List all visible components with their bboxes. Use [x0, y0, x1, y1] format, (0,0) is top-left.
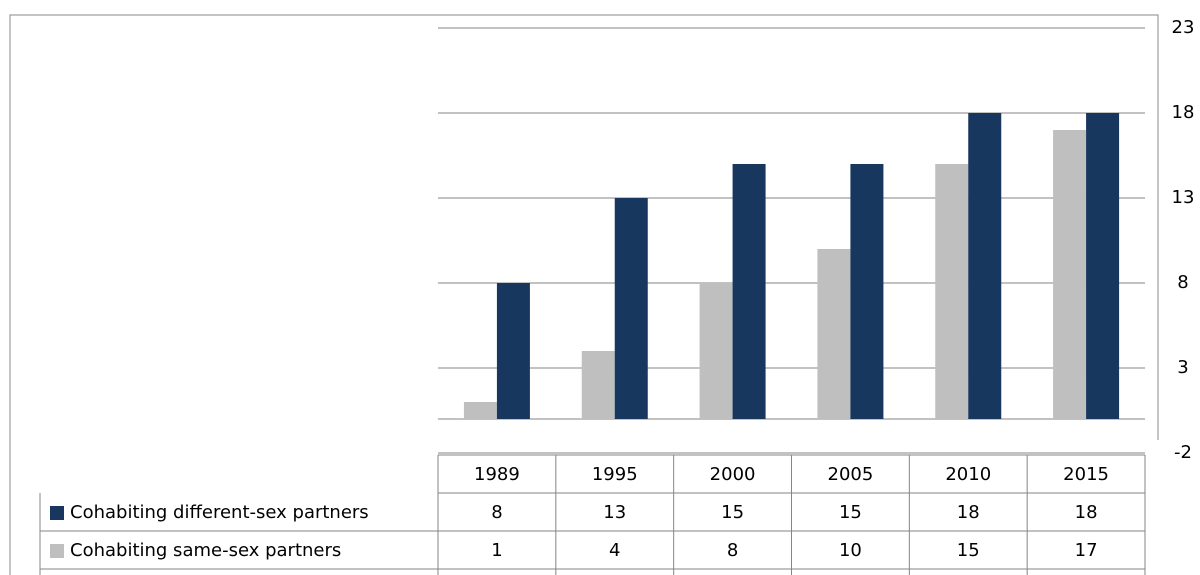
data-label: 8: [727, 540, 738, 561]
bar: [732, 164, 766, 419]
bar: [817, 249, 851, 419]
data-label: 15: [957, 540, 980, 561]
data-label: 18: [957, 502, 980, 523]
y-tick-label: 23: [1172, 17, 1195, 38]
data-label: 4: [609, 540, 620, 561]
y-tick-label: 18: [1172, 102, 1195, 123]
legend-label: Cohabiting different-sex partners: [70, 502, 369, 523]
chart-frame: [9, 14, 1159, 575]
x-tick-label: 1989: [474, 464, 520, 485]
data-label: 15: [721, 502, 744, 523]
data-label: 1: [491, 540, 502, 561]
bar: [968, 113, 1002, 419]
x-tick-label: 2000: [710, 464, 756, 485]
legend-label: Cohabiting same-sex partners: [70, 540, 341, 561]
legend-swatch: [50, 506, 64, 520]
y-tick-label: -2: [1174, 442, 1192, 463]
x-tick-label: 2005: [828, 464, 874, 485]
data-label: 8: [491, 502, 502, 523]
y-tick-label: 8: [1177, 272, 1188, 293]
legend-swatch: [50, 544, 64, 558]
bar: [496, 283, 530, 419]
bar: [614, 198, 648, 419]
bar: [463, 402, 497, 419]
data-label: 13: [603, 502, 626, 523]
data-label: 10: [839, 540, 862, 561]
bar: [1053, 130, 1087, 419]
bar: [935, 164, 969, 419]
y-tick-label: 13: [1172, 187, 1195, 208]
y-tick-label: 3: [1177, 357, 1188, 378]
x-tick-label: 1995: [592, 464, 638, 485]
x-tick-label: 2015: [1063, 464, 1109, 485]
bar: [1086, 113, 1120, 419]
bar: [699, 283, 733, 419]
data-label: 17: [1075, 540, 1098, 561]
bar: [850, 164, 884, 419]
data-label: 15: [839, 502, 862, 523]
data-label: 18: [1075, 502, 1098, 523]
bar: [581, 351, 615, 419]
x-tick-label: 2010: [945, 464, 991, 485]
